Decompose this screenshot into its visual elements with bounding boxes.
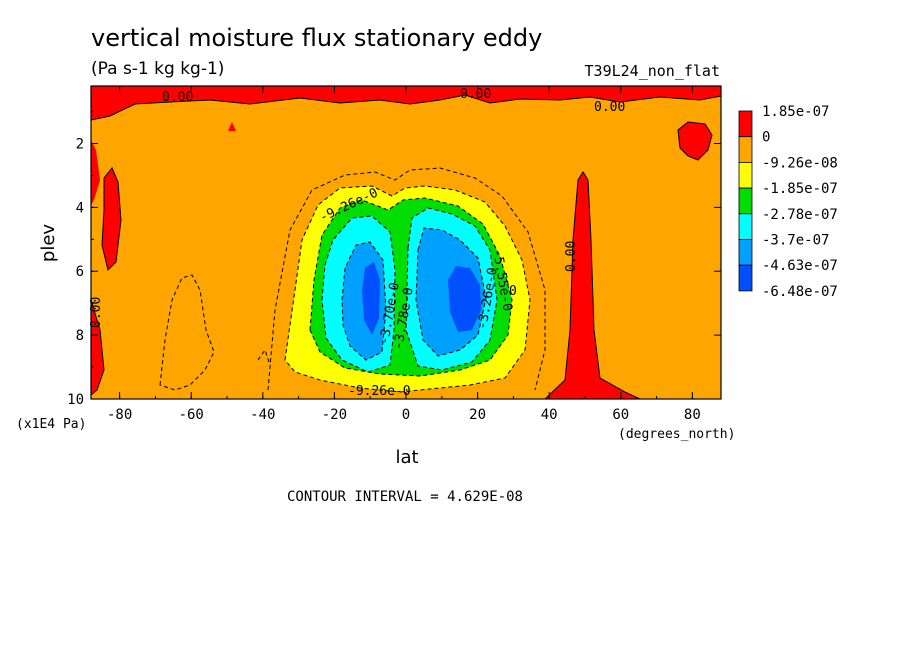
contour-label: -9.26e-0 [348,384,411,399]
y-tick-label: 4 [76,200,84,216]
contour-label: 0.00 [89,297,104,328]
legend-swatch [738,187,753,215]
contour-ring-2 [309,197,513,377]
legend-label: -9.26e-08 [762,155,838,171]
x-axis-title: lat [395,447,418,468]
y-tick-label: 10 [67,392,84,408]
legend-swatch [738,136,753,163]
legend-label: -1.85e-07 [762,181,838,197]
contour-zero-top [90,94,722,121]
x-tick-label: 20 [469,407,486,423]
legend-swatch [738,264,753,292]
dataset-label: T39L24_non_flat [585,62,720,80]
y-tick-label: 2 [76,136,84,152]
legend-swatch [738,110,753,138]
y-axis-unit: (x1E4 Pa) [16,417,86,432]
legend-swatch [738,161,753,189]
x-tick-label: 40 [541,407,558,423]
legend-label: -3.7e-07 [762,233,829,249]
x-tick-label: 0 [402,407,410,423]
region-darkblue-right [448,266,481,332]
x-tick-label: -20 [322,407,347,423]
contour-ring-5 [341,241,387,361]
contour-interval-note: CONTOUR INTERVAL = 4.629E-08 [287,489,523,505]
contour-zero-right [677,121,713,161]
contour-label: 0.00 [594,100,625,115]
y-tick-label: 6 [76,264,84,280]
x-tick-label: -40 [250,407,275,423]
contour-ring-6 [415,227,487,357]
region-darkblue-left [362,262,380,335]
legend-swatch [738,213,753,240]
contour-zero-spike [544,171,641,400]
contour-label: 0.00 [460,87,491,102]
x-tick-label: 80 [684,407,701,423]
contour-zero-bottomleft [90,299,105,396]
y-axis: 2 4 6 8 10 [67,111,721,408]
legend-label: -2.78e-07 [762,207,838,223]
contour-left-loop [257,348,271,366]
contour-label: 0 [509,284,517,299]
chart-subtitle: (Pa s-1 kg kg-1) [91,59,224,79]
contour-south-loop [159,274,215,391]
chart-title: vertical moisture flux stationary eddy [91,24,542,52]
contour-zero-left [101,167,122,271]
x-axis-unit: (degrees_north) [618,427,735,442]
legend-swatch [738,239,753,266]
contour-outer [267,167,546,391]
plot-area: 0.00 0.00 0.00 0.00 0.00 -9.26e-0 -9.26e… [89,86,722,400]
y-axis-title: plev [38,224,59,263]
y-tick-label: 8 [76,328,84,344]
contour-ring-1 [284,185,531,393]
x-axis: -80 -60 -40 -20 0 20 40 60 80 [107,86,701,423]
region-left-blob [102,168,121,270]
color-legend: 1.85e-07 0 -9.26e-08 -1.85e-07 -2.78e-07 -3.7… [738,104,838,300]
region-left-strip [91,140,100,205]
region-top-blob [228,122,236,131]
contour-label: 0.00 [564,241,579,272]
legend-label: -6.48e-07 [762,284,838,300]
legend-label: 0 [762,130,770,146]
region-right-blob [678,122,712,160]
contour-ring-4 [405,207,498,371]
x-tick-label: 60 [612,407,629,423]
contour-label: 0.00 [162,90,193,105]
region-left-bottom [91,300,104,395]
legend-label: -4.63e-07 [762,258,838,274]
legend-label: 1.85e-07 [762,104,829,120]
x-tick-label: -80 [107,407,132,423]
x-tick-label: -60 [179,407,204,423]
